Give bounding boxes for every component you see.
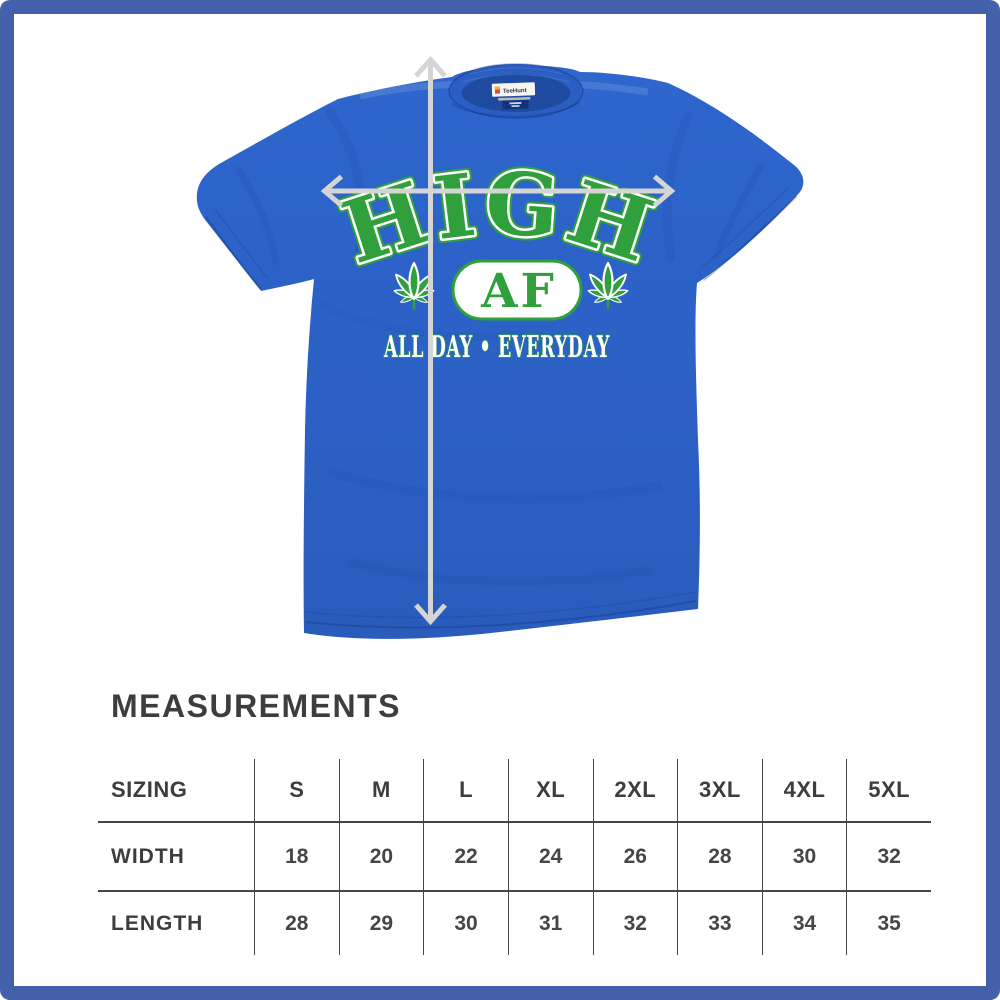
column-header: 5XL [846,759,931,821]
table-cell: 28 [677,823,762,890]
row-label: LENGTH [111,911,204,935]
column-header: SIZING [111,777,188,802]
table-cell: 26 [592,823,678,890]
tshirt-collar: TeeHunt [448,63,584,119]
table-row-width: WIDTH 18 20 22 24 26 28 30 32 [98,821,931,890]
column-header: S [254,759,339,821]
table-cell: 30 [761,823,847,890]
design-badge: AF [480,264,557,319]
table-cell: 32 [846,823,931,890]
length-arrow [414,55,447,626]
table-cell: 35 [846,892,931,955]
sizing-table: SIZING S M L XL 2XL 3XL 4XL 5XL WIDTH 18… [98,759,931,955]
column-header: M [338,759,424,821]
column-header: 2XL [592,759,678,821]
table-cell: 18 [254,823,339,890]
tshirt-photo: TeeHunt HIGH HIGH HIGH AF ALL DAY • EVE [196,55,804,639]
column-header: 4XL [761,759,847,821]
design-tagline: ALL DAY • EVERYDAY [383,330,610,365]
table-header-row: SIZING S M L XL 2XL 3XL 4XL 5XL [98,759,931,821]
table-cell: 34 [761,892,847,955]
table-cell: 29 [338,892,424,955]
measurements-heading: MEASUREMENTS [111,688,402,724]
design-badge-pill [451,259,583,321]
neck-label-brand: TeeHunt [503,88,527,95]
column-header: L [423,759,508,821]
table-cell: 28 [254,892,339,955]
table-cell: 24 [507,823,593,890]
shirt-graphic: HIGH HIGH HIGH AF ALL DAY • EVERYDAY [327,148,669,366]
table-row-length: LENGTH 28 29 30 31 32 33 34 35 [98,890,931,955]
table-cell: 20 [338,823,424,890]
table-cell: 33 [677,892,762,955]
neck-label: TeeHunt [491,82,536,110]
size-tab [502,100,529,110]
table-cell: 22 [423,823,508,890]
tshirt-body [196,65,804,639]
column-header: XL [507,759,593,821]
width-arrow [320,174,676,208]
table-cell: 31 [507,892,593,955]
table-cell: 30 [423,892,508,955]
column-header: 3XL [677,759,762,821]
row-label: WIDTH [111,844,185,868]
table-cell: 32 [592,892,678,955]
